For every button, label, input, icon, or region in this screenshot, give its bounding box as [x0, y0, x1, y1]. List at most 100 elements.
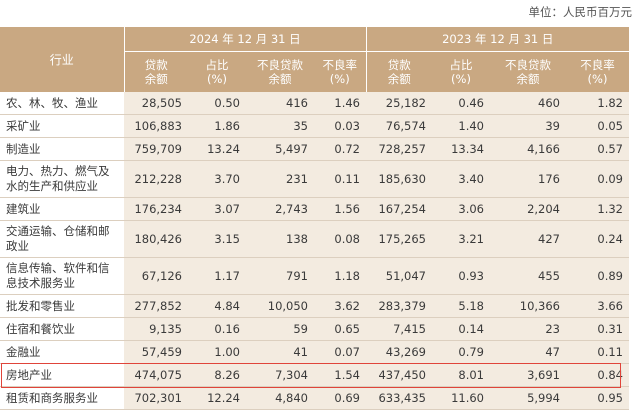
value-cell: 5.18 — [432, 294, 490, 318]
value-cell: 76,574 — [366, 114, 432, 138]
value-cell: 0.57 — [566, 137, 629, 161]
value-cell: 8.01 — [432, 363, 490, 387]
value-cell: 0.79 — [432, 340, 490, 364]
npl-balance-header-2024: 不良贷款 余额 — [246, 51, 314, 92]
industry-name: 农、林、牧、渔业 — [0, 92, 124, 115]
table-row: 采矿业 106,883 1.86 35 0.03 76,574 1.40 39 0.05 — [0, 114, 629, 138]
value-cell: 0.95 — [566, 386, 629, 410]
value-cell: 427 — [490, 220, 566, 258]
value-cell: 0.11 — [566, 340, 629, 364]
value-cell: 3,691 — [490, 363, 566, 387]
value-cell: 728,257 — [366, 137, 432, 161]
value-cell: 3.70 — [188, 160, 246, 198]
value-cell: 0.93 — [432, 257, 490, 295]
value-cell: 1.18 — [314, 257, 366, 295]
value-cell: 0.07 — [314, 340, 366, 364]
value-cell: 7,304 — [246, 363, 314, 387]
value-cell: 4,840 — [246, 386, 314, 410]
value-cell: 3.21 — [432, 220, 490, 258]
value-cell: 11.60 — [432, 386, 490, 410]
value-cell: 1.56 — [314, 197, 366, 221]
value-cell: 39 — [490, 114, 566, 138]
value-cell: 57,459 — [124, 340, 188, 364]
value-cell: 9,135 — [124, 317, 188, 341]
value-cell: 43,269 — [366, 340, 432, 364]
value-cell: 2,204 — [490, 197, 566, 221]
industry-name: 交通运输、仓储和邮政业 — [0, 220, 124, 258]
value-cell: 106,883 — [124, 114, 188, 138]
table-row: 交通运输、仓储和邮政业 180,426 3.15 138 0.08 175,265 3.21… — [0, 220, 629, 258]
value-cell: 28,505 — [124, 92, 188, 115]
loan-balance-header-2024: 贷款 余额 — [124, 51, 188, 92]
value-cell: 3.62 — [314, 294, 366, 318]
value-cell: 0.14 — [432, 317, 490, 341]
industry-name: 金融业 — [0, 340, 124, 364]
year-2023-header: 2023 年 12 月 31 日 — [366, 27, 629, 52]
value-cell: 0.05 — [566, 114, 629, 138]
table-row: 农、林、牧、渔业 28,505 0.50 416 1.46 25,182 0.46 460 1.… — [0, 92, 629, 115]
value-cell: 1.86 — [188, 114, 246, 138]
value-cell: 212,228 — [124, 160, 188, 198]
loan-balance-header-2023: 贷款 余额 — [366, 51, 432, 92]
value-cell: 702,301 — [124, 386, 188, 410]
value-cell: 3.06 — [432, 197, 490, 221]
value-cell: 41 — [246, 340, 314, 364]
table-row: 信息传输、软件和信息技术服务业 67,126 1.17 791 1.18 51,047 0.… — [0, 257, 629, 295]
table-row: 电力、热力、燃气及水的生产和供应业 212,228 3.70 231 0.11 185,6… — [0, 160, 629, 198]
value-cell: 1.46 — [314, 92, 366, 115]
industry-name: 电力、热力、燃气及水的生产和供应业 — [0, 160, 124, 198]
industry-name: 房地产业 — [0, 363, 124, 387]
value-cell: 0.72 — [314, 137, 366, 161]
table-body: 农、林、牧、渔业 28,505 0.50 416 1.46 25,182 0.46 460 1.… — [0, 92, 629, 410]
industry-name: 采矿业 — [0, 114, 124, 138]
value-cell: 10,050 — [246, 294, 314, 318]
value-cell: 8.26 — [188, 363, 246, 387]
value-cell: 12.24 — [188, 386, 246, 410]
value-cell: 25,182 — [366, 92, 432, 115]
npl-balance-header-2023: 不良贷款 余额 — [490, 51, 566, 92]
value-cell: 460 — [490, 92, 566, 115]
industry-header: 行业 — [0, 27, 125, 92]
value-cell: 0.50 — [188, 92, 246, 115]
value-cell: 0.89 — [566, 257, 629, 295]
industry-name: 租赁和商务服务业 — [0, 386, 124, 410]
value-cell: 455 — [490, 257, 566, 295]
value-cell: 0.03 — [314, 114, 366, 138]
value-cell: 0.16 — [188, 317, 246, 341]
value-cell: 1.00 — [188, 340, 246, 364]
value-cell: 416 — [246, 92, 314, 115]
value-cell: 0.24 — [566, 220, 629, 258]
table-row: 房地产业 474,075 8.26 7,304 1.54 437,450 8.01 3,691… — [0, 363, 629, 387]
industry-name: 制造业 — [0, 137, 124, 161]
value-cell: 3.66 — [566, 294, 629, 318]
value-cell: 138 — [246, 220, 314, 258]
table-row: 批发和零售业 277,852 4.84 10,050 3.62 283,379 5.18 10… — [0, 294, 629, 318]
value-cell: 3.15 — [188, 220, 246, 258]
value-cell: 1.40 — [432, 114, 490, 138]
table-row: 金融业 57,459 1.00 41 0.07 43,269 0.79 47 0.11 — [0, 340, 629, 364]
table-row: 租赁和商务服务业 702,301 12.24 4,840 0.69 633,435 11.6… — [0, 386, 629, 410]
value-cell: 51,047 — [366, 257, 432, 295]
value-cell: 10,366 — [490, 294, 566, 318]
table-row: 住宿和餐饮业 9,135 0.16 59 0.65 7,415 0.14 23 0.31 — [0, 317, 629, 341]
value-cell: 185,630 — [366, 160, 432, 198]
value-cell: 7,415 — [366, 317, 432, 341]
value-cell: 1.82 — [566, 92, 629, 115]
table-row: 建筑业 176,234 3.07 2,743 1.56 167,254 3.06 2,204 1… — [0, 197, 629, 221]
value-cell: 13.34 — [432, 137, 490, 161]
value-cell: 180,426 — [124, 220, 188, 258]
value-cell: 4,166 — [490, 137, 566, 161]
value-cell: 176 — [490, 160, 566, 198]
npl-ratio-header-2024: 不良率 (%) — [314, 51, 367, 92]
value-cell: 0.09 — [566, 160, 629, 198]
value-cell: 0.65 — [314, 317, 366, 341]
value-cell: 3.40 — [432, 160, 490, 198]
value-cell: 5,497 — [246, 137, 314, 161]
value-cell: 3.07 — [188, 197, 246, 221]
value-cell: 13.24 — [188, 137, 246, 161]
value-cell: 176,234 — [124, 197, 188, 221]
loan-industry-table: 行业 2024 年 12 月 31 日 2023 年 12 月 31 日 贷款余… — [0, 27, 629, 410]
industry-name: 住宿和餐饮业 — [0, 317, 124, 341]
value-cell: 0.31 — [566, 317, 629, 341]
value-cell: 0.46 — [432, 92, 490, 115]
